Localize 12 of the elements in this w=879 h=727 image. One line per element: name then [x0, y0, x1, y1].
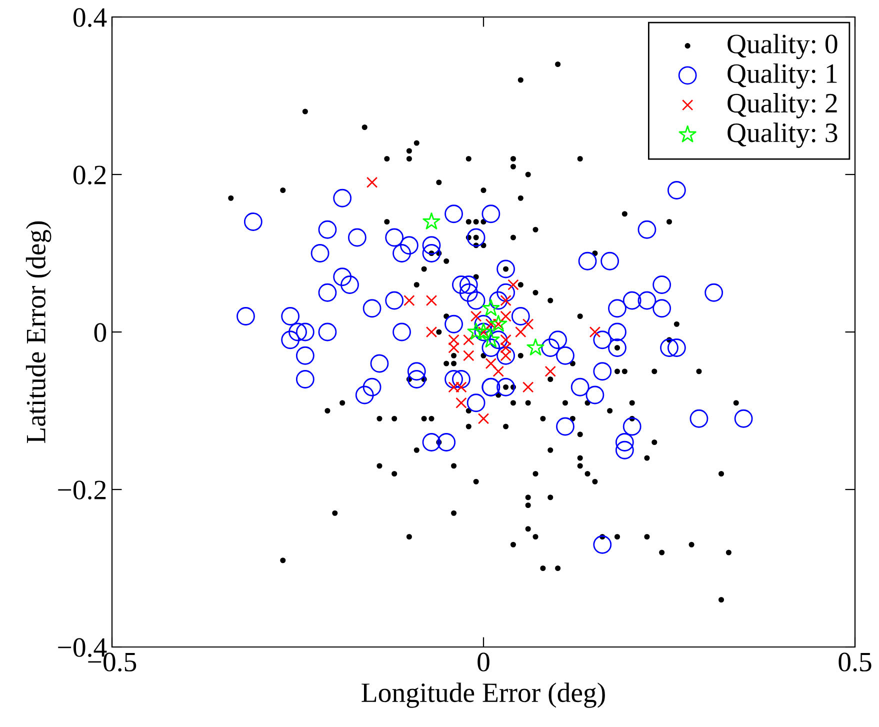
y-tick-label: 0.2	[73, 166, 106, 185]
x-tick-label: 0.5	[838, 652, 872, 672]
x-axis-title: Longitude Error (deg)	[362, 682, 605, 708]
x-tick-label: 0	[478, 652, 490, 672]
y-tick-label: 0.4	[73, 8, 107, 28]
legend-label: Quality: 1	[728, 63, 837, 89]
y-tick-label: 0	[94, 323, 106, 342]
legend-label: Quality: 0	[728, 34, 838, 60]
legend-label: Quality: 2	[728, 93, 837, 118]
y-axis-title: Latitude Error (deg)	[26, 221, 52, 444]
y-tick-label: −0.2	[58, 480, 106, 500]
legend-label: Quality: 3	[728, 122, 838, 148]
